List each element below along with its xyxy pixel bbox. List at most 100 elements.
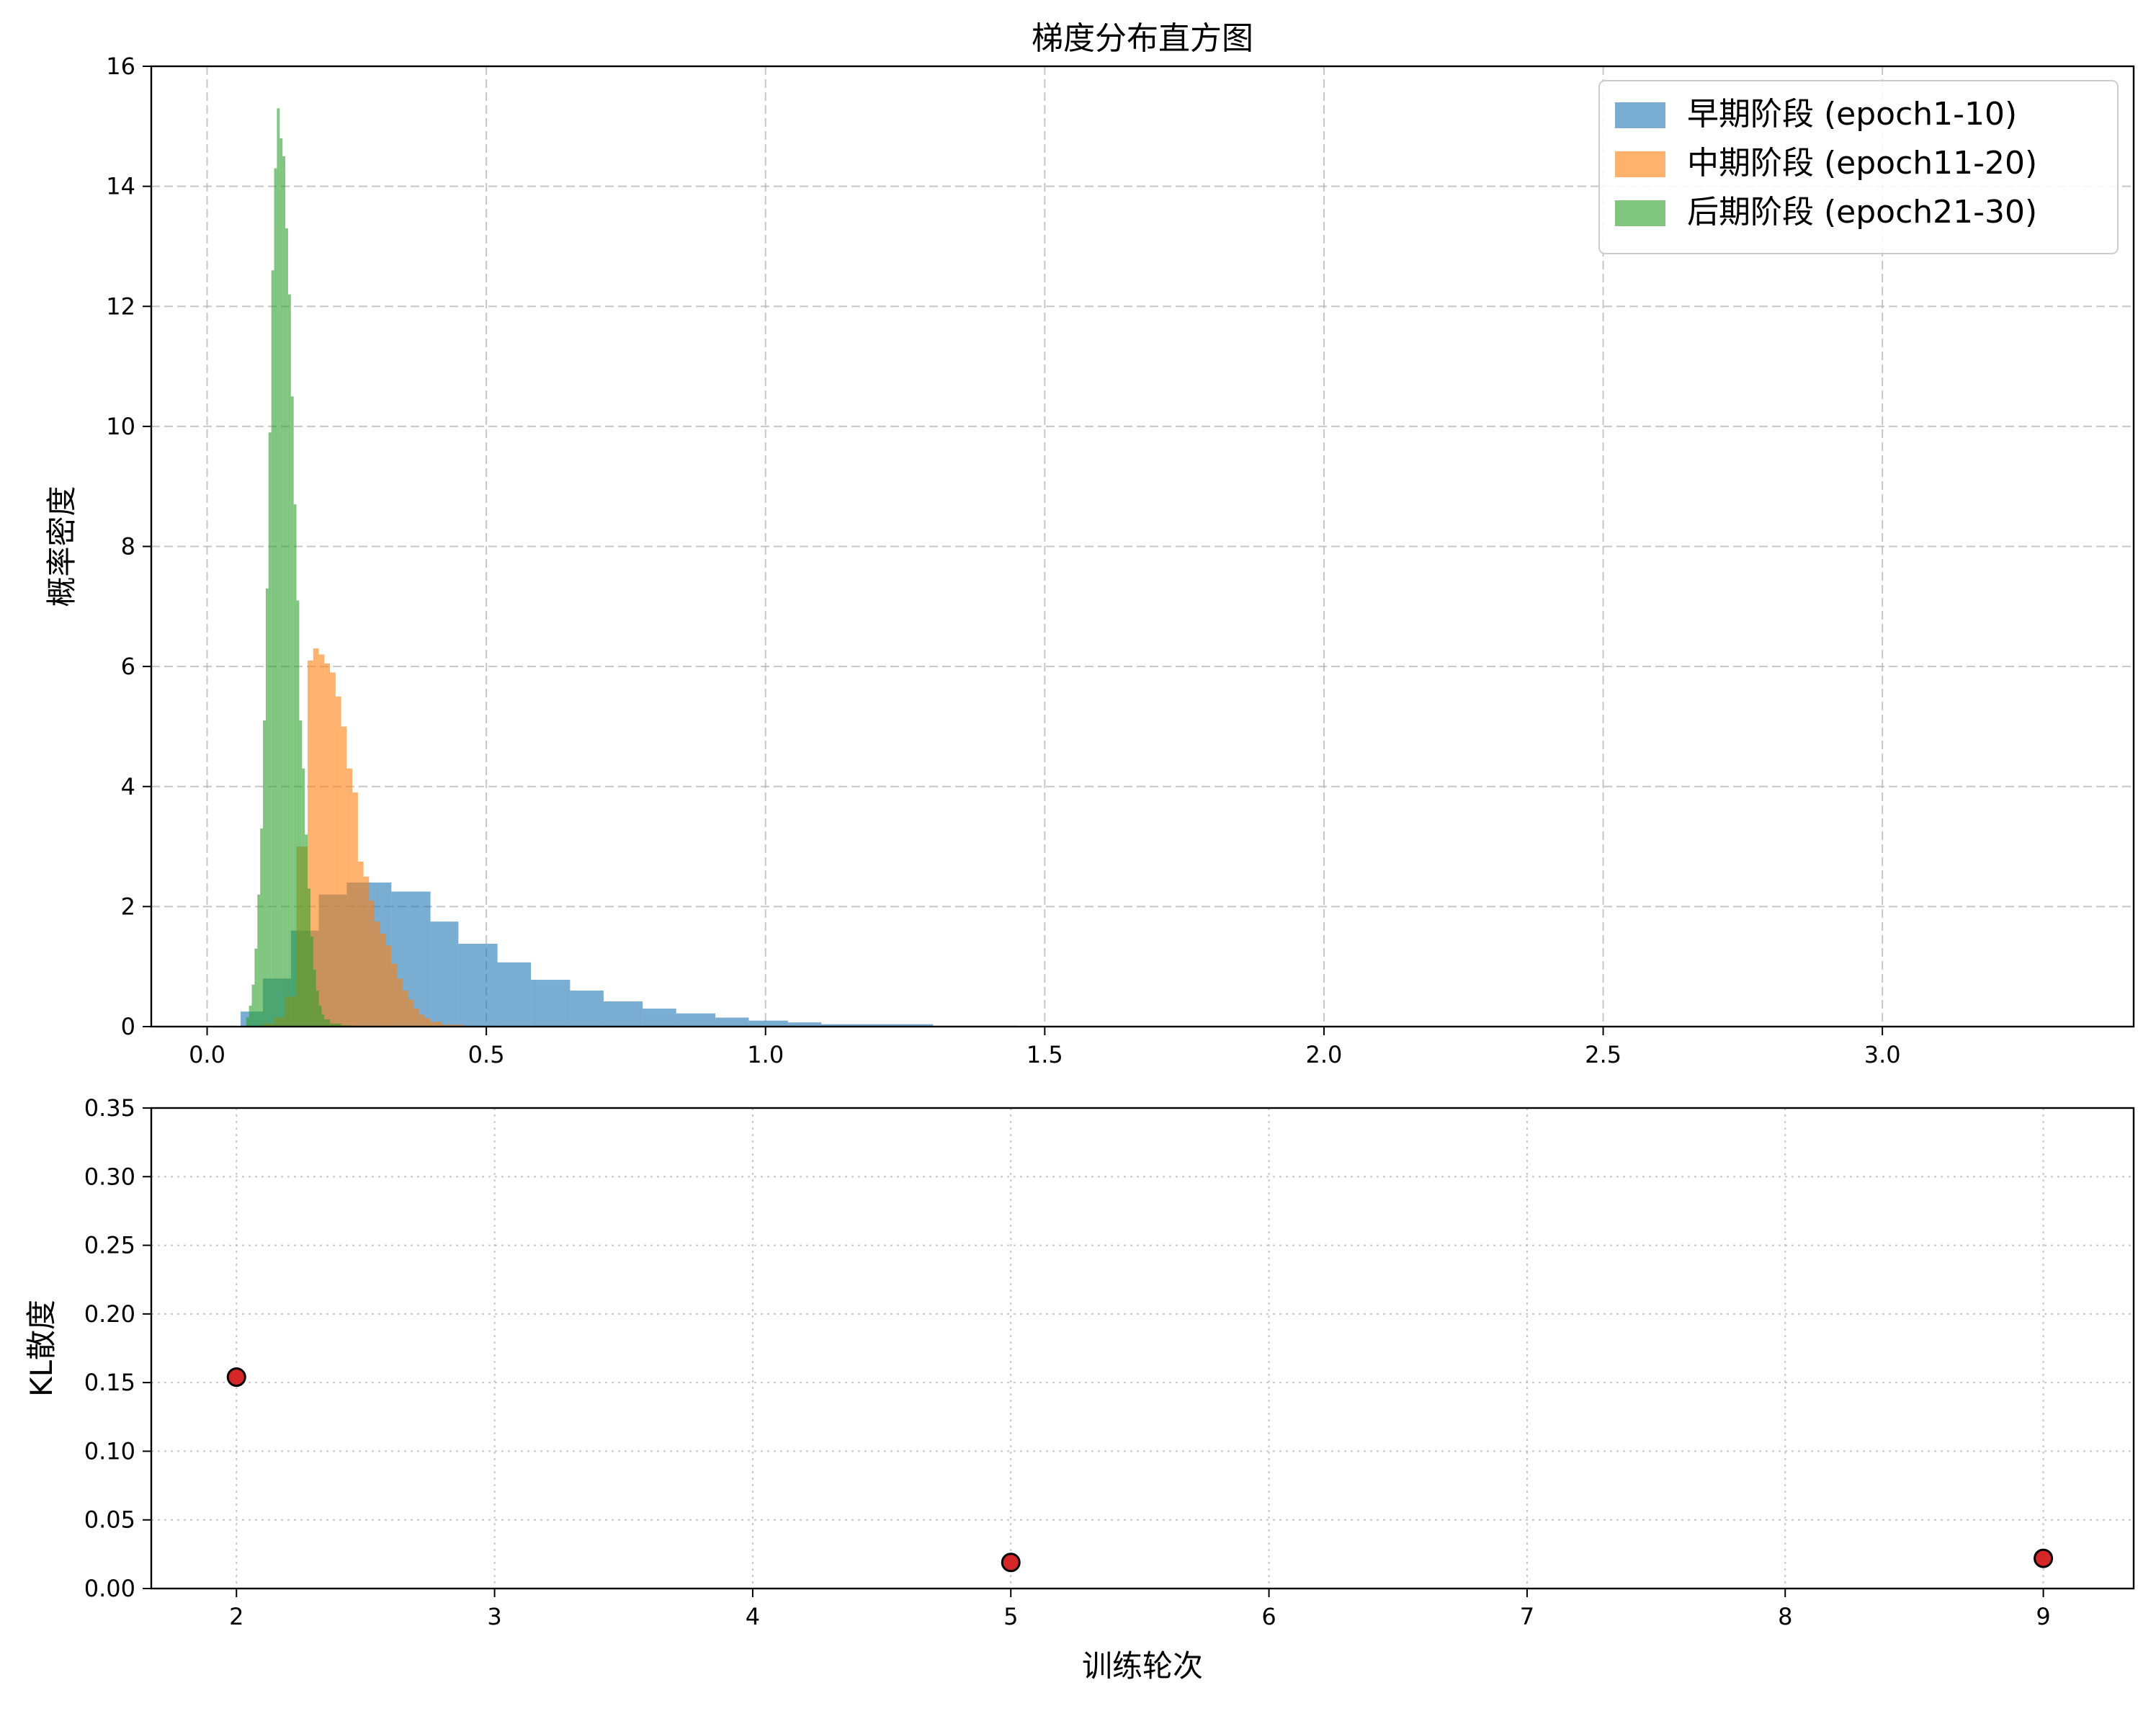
histogram-x-tick-label: 0.5	[468, 1041, 505, 1068]
histogram-x-tick-label: 2.0	[1305, 1041, 1342, 1068]
scatter-ticks: 2 3 4 5 6 7 8 9 0.00 0.05 0.10 0.15 0.20 0.25 0.30 0.35	[84, 1094, 2051, 1630]
histogram-bar	[715, 1017, 749, 1027]
histogram-x-tick-label: 0.0	[189, 1041, 225, 1068]
histogram-bar	[676, 1013, 715, 1027]
scatter-y-tick-label: 0.15	[84, 1369, 135, 1396]
histogram-y-tick-label: 10	[106, 413, 135, 440]
scatter-frame	[150, 1107, 2135, 1590]
histogram-bar	[293, 504, 297, 1027]
histogram-bar	[290, 396, 294, 1027]
histogram-bar	[268, 432, 272, 1027]
histogram-bar	[531, 980, 571, 1027]
histogram-bar	[748, 1020, 788, 1027]
histogram-bar	[279, 138, 283, 1027]
scatter-grid	[151, 1107, 2134, 1589]
scatter-x-tick-label: 9	[2036, 1603, 2050, 1630]
histogram-bar	[302, 768, 305, 1027]
histogram-bar	[419, 1014, 425, 1027]
histogram-bar	[369, 901, 375, 1027]
histogram-bar	[363, 876, 370, 1027]
histogram-y-tick-label: 16	[106, 53, 135, 80]
legend-entry-label: 早期阶段 (epoch1-10)	[1687, 96, 2017, 133]
scatter-x-tick-label: 7	[1520, 1603, 1534, 1630]
histogram-bar	[430, 921, 459, 1027]
histogram-bar	[380, 933, 386, 1027]
histogram-bar	[424, 1018, 431, 1027]
histogram-bar	[287, 294, 291, 1027]
histogram-bar	[430, 1022, 442, 1027]
histogram-bar	[458, 944, 498, 1027]
scatter-point	[2034, 1548, 2054, 1568]
histogram-bar	[296, 600, 300, 1027]
histogram-bar	[299, 720, 303, 1027]
histogram-y-tick-label: 6	[121, 653, 135, 680]
histogram-ticks: 0.0 0.5 1.0 1.5 2.0 2.5 3.0 0 2 4 6 8 10 12 14 16	[106, 53, 1900, 1068]
histogram-bar	[408, 999, 414, 1027]
histogram-bar	[643, 1009, 676, 1027]
scatter-x-axis-label: 训练轮次	[1082, 1648, 1203, 1684]
histogram-y-tick-label: 8	[121, 533, 135, 560]
histogram-y-tick-label: 4	[121, 773, 135, 800]
histogram-y-tick-label: 14	[106, 173, 135, 200]
scatter-x-tick-label: 5	[1003, 1603, 1018, 1630]
scatter-y-tick-label: 0.05	[84, 1506, 135, 1534]
histogram-bar	[305, 834, 308, 1027]
kl-scatter-panel: 2 3 4 5 6 7 8 9 0.00 0.05 0.10 0.15 0.20 0.25 0.30 0.35…	[24, 1094, 2135, 1684]
histogram-bar	[330, 672, 336, 1027]
histogram-bar	[316, 991, 319, 1027]
histogram-bar	[346, 768, 353, 1027]
scatter-x-tick-label: 3	[487, 1603, 501, 1630]
histogram-bar	[274, 168, 277, 1027]
histogram-bar	[260, 828, 264, 1027]
histogram-panel: 0.0 0.5 1.0 1.5 2.0 2.5 3.0 0 2 4 6 8 10 12 14 16 梯度分布直…	[44, 20, 2135, 1068]
histogram-bar	[313, 969, 316, 1027]
histogram-bar	[282, 156, 286, 1027]
legend-entry-label: 后期阶段 (epoch21-30)	[1687, 194, 2037, 231]
histogram-bar	[251, 984, 255, 1027]
histogram-bar	[308, 660, 313, 1027]
histogram-bar	[324, 663, 331, 1027]
histogram-bar	[271, 270, 274, 1027]
scatter-x-tick-label: 8	[1778, 1603, 1792, 1630]
scatter-y-tick-label: 0.25	[84, 1232, 135, 1259]
histogram-bar	[391, 963, 398, 1027]
histogram-y-tick-label: 2	[121, 893, 135, 920]
histogram-bar	[277, 108, 280, 1027]
histogram-bar	[787, 1022, 822, 1027]
histogram-bar	[330, 1023, 341, 1027]
histogram-bar	[308, 888, 310, 1027]
scatter-y-tick-label: 0.20	[84, 1300, 135, 1328]
histogram-bar	[570, 991, 604, 1027]
histogram-bar	[324, 1019, 331, 1027]
histogram-bar	[321, 1014, 325, 1027]
histogram-bar	[313, 648, 319, 1027]
histogram-x-tick-label: 2.5	[1585, 1041, 1622, 1068]
histogram-title: 梯度分布直方图	[1032, 20, 1253, 57]
histogram-bar	[254, 948, 258, 1027]
histogram-bar	[357, 861, 364, 1027]
histogram-bar	[352, 792, 358, 1027]
scatter-point	[1001, 1553, 1021, 1573]
scatter-y-tick-label: 0.30	[84, 1163, 135, 1190]
legend-box	[1598, 80, 2119, 254]
scatter-y-tick-label: 0.00	[84, 1575, 135, 1602]
scatter-x-tick-label: 2	[229, 1603, 243, 1630]
histogram-bars	[241, 108, 1017, 1027]
scatter-point	[226, 1367, 246, 1388]
histogram-y-axis-label: 概率密度	[44, 486, 79, 607]
scatter-x-tick-label: 4	[746, 1603, 760, 1630]
legend-swatch	[1615, 151, 1665, 177]
histogram-y-tick-label: 12	[106, 292, 135, 320]
scatter-points	[226, 1367, 2054, 1573]
histogram-bar	[402, 991, 408, 1027]
histogram-x-tick-label: 1.5	[1026, 1041, 1063, 1068]
histogram-bar	[318, 1005, 322, 1027]
legend-swatch	[1615, 102, 1665, 128]
histogram-bar	[821, 1024, 934, 1027]
legend-swatch	[1615, 200, 1665, 226]
histogram-bar	[385, 945, 392, 1027]
histogram-bar	[375, 921, 380, 1027]
scatter-y-tick-label: 0.35	[84, 1094, 135, 1122]
